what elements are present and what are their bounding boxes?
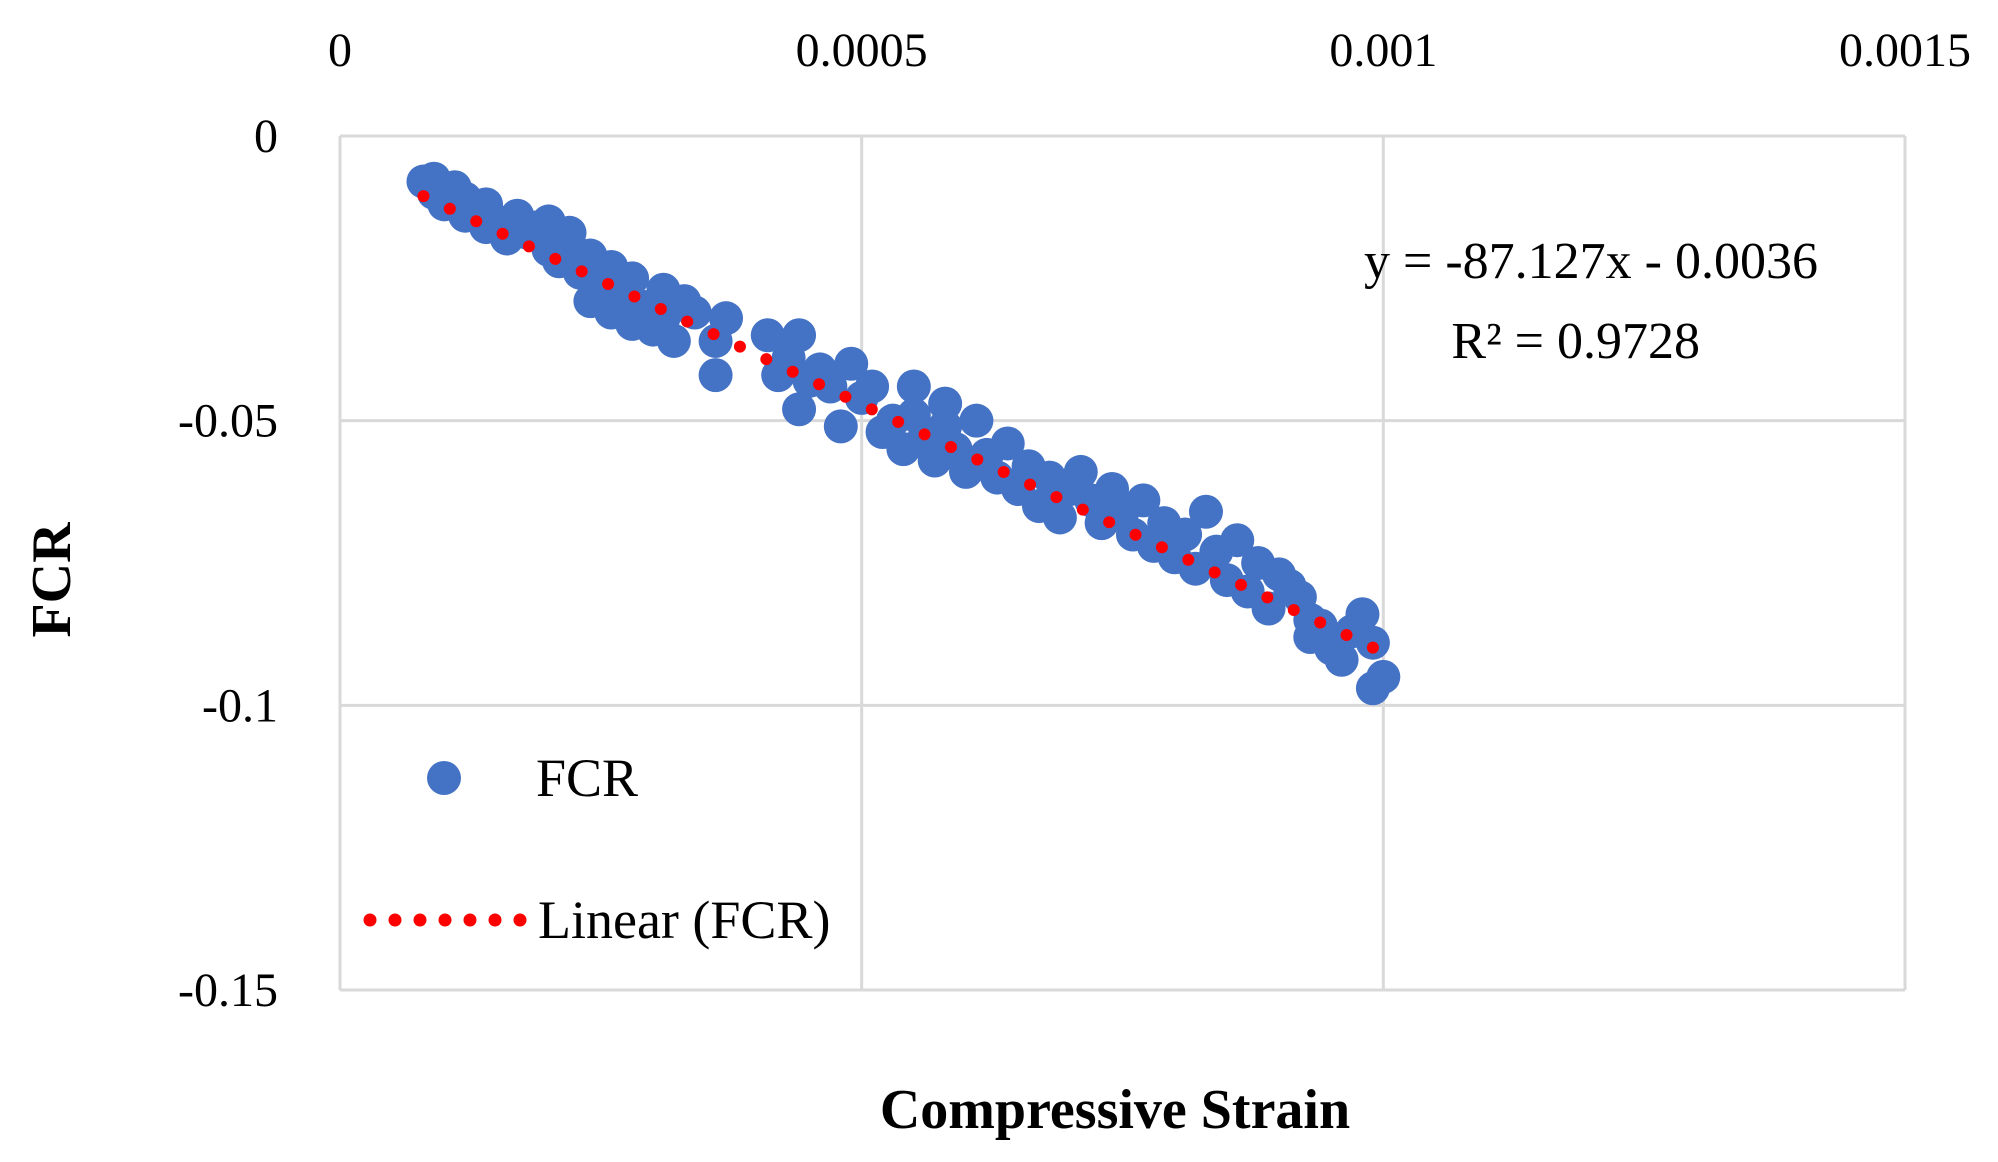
trendline-dot-25	[1076, 503, 1089, 516]
legend-trend-dot-6	[513, 913, 527, 927]
legend-trend-dot-3	[438, 913, 452, 927]
trendline-dot-16	[839, 390, 852, 403]
trendline-dot-22	[997, 466, 1010, 479]
trendline-dot-34	[1314, 616, 1327, 629]
trendline-dot-35	[1340, 629, 1353, 642]
trendline-dot-18	[892, 415, 905, 428]
trendline-r-squared: R² = 0.9728	[1451, 313, 1700, 370]
data-point-33	[656, 323, 691, 358]
trendline-dot-7	[602, 277, 615, 290]
trendline-dot-13	[760, 353, 773, 366]
trendline-dot-23	[1024, 478, 1037, 491]
data-point-72	[1063, 454, 1098, 489]
x-tick-label-2: 0.001	[1329, 24, 1437, 77]
fcr-data-points	[406, 161, 1401, 706]
legend-label-linear: Linear (FCR)	[538, 890, 830, 950]
trendline-dot-33	[1287, 603, 1300, 616]
legend-marker-linear	[363, 913, 527, 927]
data-point-39	[750, 318, 785, 353]
legend-label-fcr: FCR	[536, 748, 638, 808]
data-point-59	[928, 386, 963, 421]
trendline-dot-19	[918, 428, 931, 441]
trendline-dot-9	[654, 303, 667, 316]
y-tick-label-0: 0	[254, 110, 278, 163]
trendline-dot-14	[786, 365, 799, 378]
trendline-dot-4	[522, 240, 535, 253]
y-tick-label-1: -0.05	[178, 395, 278, 448]
trendline-dot-15	[813, 378, 826, 391]
data-point-62	[959, 403, 994, 438]
trendline-dot-27	[1129, 528, 1142, 541]
data-point-43	[782, 318, 817, 353]
legend-trend-dot-4	[463, 913, 477, 927]
x-tick-label-1: 0.0005	[796, 24, 928, 77]
trendline-dot-30	[1208, 566, 1221, 579]
data-point-50	[855, 369, 890, 404]
legend-trend-dot-1	[388, 913, 402, 927]
legend: FCR Linear (FCR)	[363, 748, 830, 950]
data-point-87	[1220, 523, 1255, 558]
trendline-dot-1	[443, 202, 456, 215]
trendline-dot-8	[628, 290, 641, 303]
trendline-dot-11	[707, 328, 720, 341]
trendline-dot-36	[1366, 641, 1379, 654]
linear-trendline	[417, 190, 1379, 654]
data-point-84	[1188, 494, 1223, 529]
data-point-98	[1324, 642, 1359, 677]
data-point-65	[990, 426, 1025, 461]
x-axis-title: Compressive Strain	[880, 1079, 1350, 1141]
legend-trend-dot-2	[413, 913, 427, 927]
trendline-dot-10	[681, 315, 694, 328]
data-point-20	[552, 215, 587, 250]
data-point-82	[1168, 517, 1203, 552]
trendline-dot-20	[944, 440, 957, 453]
y-tick-label-2: -0.1	[202, 679, 278, 732]
legend-marker-fcr	[427, 761, 461, 795]
trendline-dot-26	[1103, 516, 1116, 529]
trendline-dot-31	[1235, 578, 1248, 591]
x-tick-label-3: 0.0015	[1839, 24, 1971, 77]
x-tick-label-0: 0	[328, 24, 352, 77]
data-point-47	[823, 409, 858, 444]
data-point-78	[1126, 483, 1161, 518]
trendline-dot-29	[1182, 553, 1195, 566]
data-point-42	[782, 392, 817, 427]
trendline-dot-5	[549, 252, 562, 265]
data-point-103	[1366, 659, 1401, 694]
data-point-54	[896, 369, 931, 404]
trendline-dot-0	[417, 190, 430, 203]
legend-trend-dot-5	[488, 913, 502, 927]
trendline-dot-3	[496, 227, 509, 240]
trendline-dot-24	[1050, 491, 1063, 504]
y-tick-label-3: -0.15	[178, 964, 278, 1017]
trendline-dot-32	[1261, 591, 1274, 604]
x-tick-labels: 0 0.0005 0.001 0.0015	[328, 24, 1971, 77]
data-point-28	[615, 261, 650, 296]
trendline-dot-2	[470, 215, 483, 228]
trendline-dot-28	[1155, 541, 1168, 554]
y-tick-labels: 0 -0.05 -0.1 -0.15	[178, 110, 278, 1017]
data-point-46	[813, 369, 848, 404]
data-point-48	[834, 346, 869, 381]
trendline-equation: y = -87.127x - 0.0036	[1364, 233, 1818, 290]
data-point-100	[1345, 597, 1380, 632]
data-point-38	[709, 301, 744, 336]
trendline-dot-12	[733, 340, 746, 353]
gridlines	[338, 134, 1907, 992]
data-point-90	[1251, 591, 1286, 626]
trendline-dot-6	[575, 265, 588, 278]
trendline-dot-17	[865, 403, 878, 416]
data-point-70	[1042, 500, 1077, 535]
trendline-dot-21	[971, 453, 984, 466]
data-point-36	[698, 358, 733, 393]
y-axis-title: FCR	[21, 522, 83, 638]
legend-trend-dot-0	[363, 913, 377, 927]
